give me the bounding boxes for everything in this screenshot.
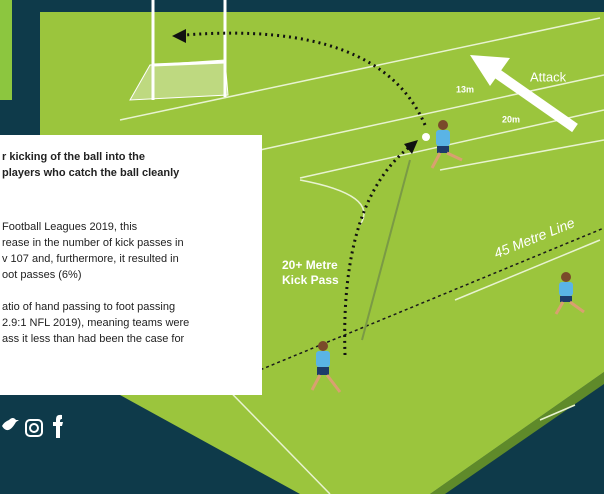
distance-marker: 20m bbox=[502, 114, 520, 124]
info-heading: r kicking of the ball into the bbox=[2, 151, 145, 163]
pass-label: 20+ Metre bbox=[282, 258, 338, 272]
info-line: v 107 and, furthermore, it resulted in bbox=[2, 253, 179, 265]
info-line: 2.9:1 NFL 2019), meaning teams were bbox=[2, 317, 189, 329]
illustration: Attack 13m 20m 45 Metre Line 20+ Metre K… bbox=[0, 0, 604, 494]
info-line: rease in the number of kick passes in bbox=[2, 237, 184, 249]
attack-label: Attack bbox=[530, 69, 567, 84]
pass-label: Kick Pass bbox=[282, 273, 339, 287]
info-line: oot passes (6%) bbox=[2, 269, 81, 281]
page: {"pitch": {"attack": "Attack", "marker_1… bbox=[0, 0, 604, 494]
info-line: atio of hand passing to foot passing bbox=[2, 301, 175, 313]
side-strip bbox=[0, 0, 12, 100]
info-line: Football Leagues 2019, this bbox=[2, 221, 138, 233]
info-heading: players who catch the ball cleanly bbox=[2, 167, 180, 179]
distance-marker: 13m bbox=[456, 84, 474, 94]
info-line: ass it less than had been the case for bbox=[2, 333, 185, 345]
